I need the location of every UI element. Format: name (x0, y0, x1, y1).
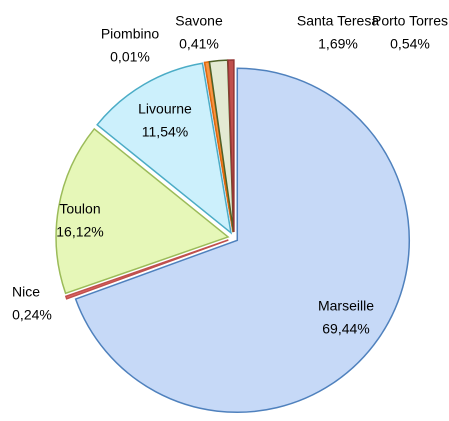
slice-value-label: 11,54% (142, 124, 188, 140)
slice-value-label: 69,44% (322, 321, 369, 337)
slice-label: Toulon (59, 201, 100, 217)
slice-label: Piombino (101, 26, 160, 42)
pie-slice (64, 239, 229, 300)
slice-label: Nice (12, 284, 40, 300)
pie-slice (74, 67, 411, 414)
slice-label: Livourne (138, 101, 192, 117)
slice-label: Porto Torres (372, 13, 448, 29)
slice-value-label: 0,01% (110, 49, 150, 65)
slice-value-label: 16,12% (56, 224, 103, 240)
pie-slice (227, 59, 235, 233)
slice-value-label: 0,54% (390, 36, 430, 52)
pie-slice (55, 127, 230, 295)
slice-label: Marseille (318, 298, 374, 314)
slice-label: Savone (175, 13, 223, 29)
slice-label: Santa Teresa (297, 13, 379, 29)
slice-value-label: 1,69% (318, 36, 358, 52)
pie-slice (96, 62, 233, 235)
labels: Marseille 69,44% Nice 0,24% Toulon 16,12% Livo… (12, 13, 448, 337)
slice-value-label: 0,41% (179, 36, 219, 52)
slice-value-label: 0,24% (12, 307, 52, 323)
pie (55, 59, 411, 414)
